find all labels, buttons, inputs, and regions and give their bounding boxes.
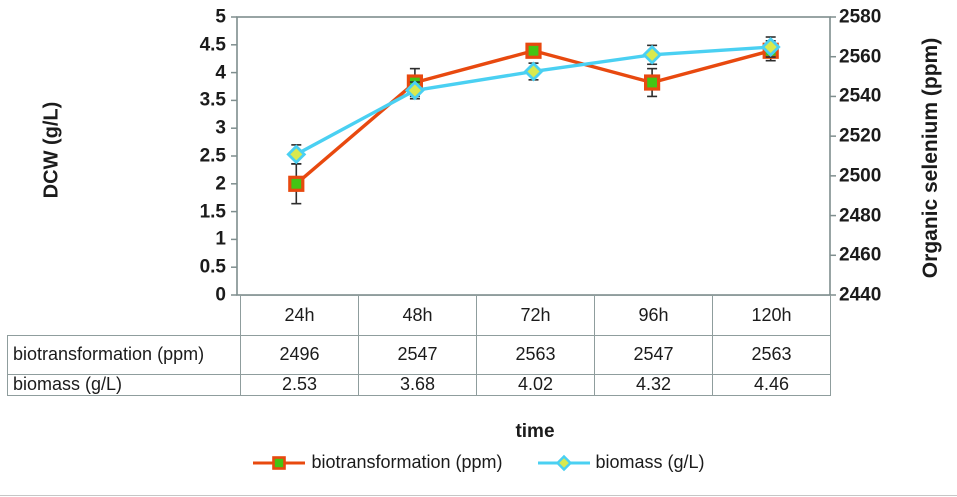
table-cell: 3.68 (358, 374, 477, 396)
table-col-header: 48h (358, 295, 477, 336)
table-row-label: biomass (g/L) (7, 374, 241, 396)
diamond-legend-marker-icon (537, 454, 590, 471)
table-row-label: biotransformation (ppm) (7, 335, 241, 375)
right-axis-tick-label: 2460 (839, 244, 882, 266)
left-axis-tick-label: 4 (215, 62, 226, 84)
diamond-marker (523, 61, 544, 82)
table-cell: 4.02 (476, 374, 595, 396)
left-axis-tick-label: 4.5 (199, 34, 226, 56)
right-axis-tick-label: 2480 (839, 205, 882, 227)
table-row: biomass (g/L) 2.53 3.68 4.02 4.32 4.46 (7, 374, 831, 396)
left-axis-tick-label: 3 (215, 117, 226, 139)
left-axis-tick-label: 0.5 (199, 256, 226, 278)
diamond-marker (642, 44, 663, 65)
table-col-header: 120h (712, 295, 831, 336)
figure-bottom-border (0, 495, 957, 496)
x-axis-title: time (515, 421, 555, 442)
right-axis-title: Organic selenium (ppm) (919, 37, 942, 279)
legend-item: biomass (g/L) (537, 452, 705, 473)
left-axis-tick-label: 3.5 (199, 89, 226, 111)
table-col-header: 24h (240, 295, 359, 336)
table-cell: 2496 (240, 335, 359, 375)
square-legend-marker-icon (253, 455, 306, 470)
table-col-header: 72h (476, 295, 595, 336)
table-cell: 2.53 (240, 374, 359, 396)
square-marker (525, 42, 542, 59)
left-axis-tick-label: 5 (215, 6, 226, 28)
diamond-marker (760, 37, 781, 58)
table-cell: 2547 (594, 335, 713, 375)
right-axis-tick-label: 2440 (839, 284, 882, 306)
right-axis-tick-label: 2580 (839, 6, 882, 28)
right-axis-tick-label: 2560 (839, 46, 882, 68)
diamond-marker (286, 144, 307, 165)
right-axis-tick-label: 2500 (839, 165, 882, 187)
table-cell: 4.32 (594, 374, 713, 396)
left-axis-tick-label: 0 (215, 284, 226, 306)
legend-label: biomass (g/L) (595, 452, 705, 472)
table-row: biotransformation (ppm) 2496 2547 2563 2547 2… (7, 335, 831, 375)
diamond-marker (404, 80, 425, 101)
right-axis-tick-label: 2540 (839, 85, 882, 107)
table-corner-cell (8, 296, 241, 336)
legend-label: biotransformation (ppm) (311, 452, 503, 472)
left-axis-tick-label: 1 (215, 228, 226, 250)
table-cell: 2547 (358, 335, 477, 375)
legend-item: biotransformation (ppm) (252, 452, 503, 473)
left-axis-tick-label: 2 (215, 173, 226, 195)
table-cell: 2563 (712, 335, 831, 375)
right-axis-tick-label: 2520 (839, 125, 882, 147)
table-cell: 2563 (476, 335, 595, 375)
legend: biotransformation (ppm) biomass (g/L) (0, 452, 957, 473)
square-marker (288, 175, 305, 192)
table-col-header: 96h (594, 295, 713, 336)
table-cell: 4.46 (712, 374, 831, 396)
data-table: 24h 48h 72h 96h 120h biotransformation (ppm) 2… (7, 295, 831, 396)
square-marker (643, 74, 661, 91)
left-axis-tick-label: 1.5 (199, 201, 226, 223)
left-axis-tick-label: 2.5 (199, 145, 226, 167)
